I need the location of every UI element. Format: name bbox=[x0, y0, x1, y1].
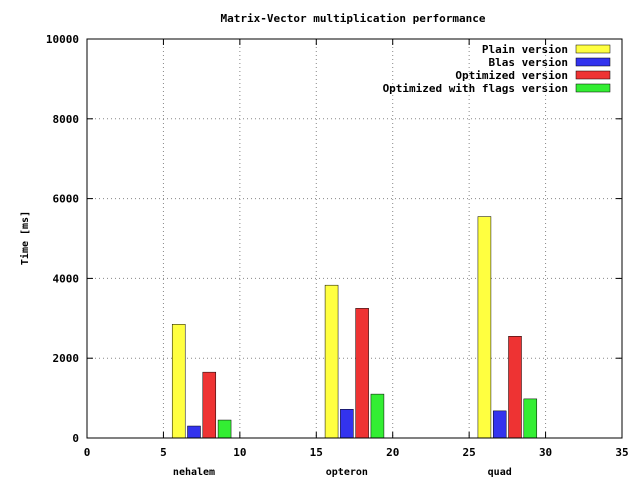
category-label: opteron bbox=[326, 467, 368, 478]
bar bbox=[355, 308, 369, 439]
bar bbox=[202, 371, 217, 439]
y-axis-label: Time [ms] bbox=[19, 211, 31, 265]
y-tick-label: 6000 bbox=[53, 193, 80, 206]
bar bbox=[508, 336, 522, 439]
x-tick-label: 20 bbox=[386, 446, 399, 459]
bar bbox=[187, 425, 201, 439]
legend-swatch bbox=[575, 70, 611, 80]
bar bbox=[492, 410, 507, 439]
bar bbox=[523, 398, 538, 439]
chart-title: Matrix-Vector multiplication performance bbox=[221, 12, 486, 25]
bar bbox=[217, 419, 232, 439]
bar bbox=[340, 409, 354, 439]
x-tick-label: 10 bbox=[233, 446, 246, 459]
y-tick-label: 10000 bbox=[46, 33, 79, 46]
legend-swatch bbox=[575, 57, 611, 67]
x-tick-label: 30 bbox=[539, 446, 552, 459]
bar bbox=[324, 284, 339, 439]
x-tick-label: 25 bbox=[463, 446, 476, 459]
bars bbox=[171, 216, 538, 439]
grid-lines bbox=[87, 39, 622, 438]
bar bbox=[370, 393, 385, 439]
y-tick-label: 0 bbox=[72, 432, 79, 445]
y-tick-label: 8000 bbox=[53, 113, 80, 126]
legend-swatch bbox=[575, 44, 611, 54]
plot-frame bbox=[86, 38, 623, 439]
x-tick-label: 15 bbox=[310, 446, 323, 459]
legend-swatch bbox=[575, 83, 611, 93]
category-label: quad bbox=[488, 467, 512, 478]
y-tick-label: 2000 bbox=[53, 352, 80, 365]
x-tick-label: 0 bbox=[84, 446, 91, 459]
legend-label: Optimized version bbox=[455, 69, 568, 82]
y-tick-label: 4000 bbox=[53, 272, 80, 285]
x-tick-label: 5 bbox=[160, 446, 167, 459]
legend-label: Blas version bbox=[489, 56, 568, 69]
legend-label: Plain version bbox=[482, 43, 568, 56]
axis-ticks: 0 2000 4000 6000 8000 10000 0 5 10 15 20 25 30 35 bbox=[46, 33, 629, 459]
legend-label: Optimized with flags version bbox=[383, 82, 568, 95]
category-label: nehalem bbox=[173, 467, 215, 478]
bar bbox=[477, 216, 492, 439]
x-tick-label: 35 bbox=[615, 446, 628, 459]
bar bbox=[171, 324, 186, 439]
category-labels: nehalem opteron quad bbox=[173, 467, 512, 478]
